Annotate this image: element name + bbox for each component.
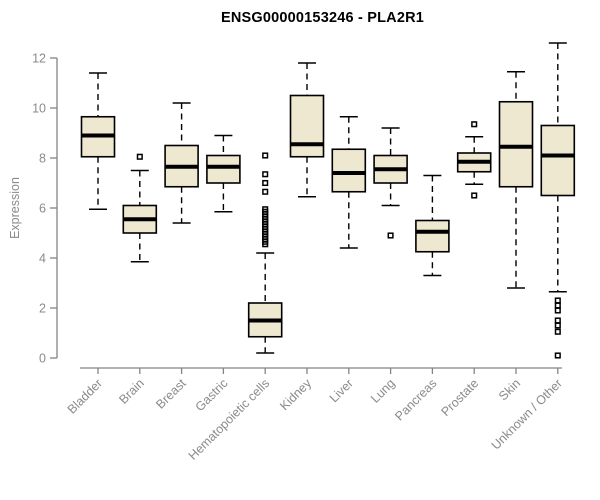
y-tick-label: 0 <box>39 352 46 366</box>
x-category-label: Unknown / Other <box>489 376 565 452</box>
outlier-point <box>554 328 561 335</box>
iqr-box <box>331 148 367 193</box>
outlier-point <box>262 152 269 159</box>
iqr-box <box>415 219 450 253</box>
outlier-point <box>554 307 561 314</box>
outlier-point <box>262 171 269 178</box>
y-tick-label: 8 <box>39 152 46 166</box>
median-line <box>374 167 408 172</box>
outlier-point <box>387 232 394 239</box>
x-category-label: Breast <box>153 376 189 412</box>
y-tick-label: 4 <box>39 252 46 266</box>
iqr-box <box>289 94 325 158</box>
y-tick-label: 2 <box>39 302 46 316</box>
x-category-label: Skin <box>496 376 523 403</box>
x-category-label: Gastric <box>193 376 231 414</box>
iqr-box <box>540 124 576 197</box>
median-line <box>415 229 449 234</box>
iqr-box <box>206 154 241 184</box>
outlier-point <box>262 179 269 187</box>
y-tick-label: 10 <box>32 102 46 116</box>
outlier-point <box>262 188 269 195</box>
y-tick-label: 12 <box>32 52 46 66</box>
outlier-point <box>554 317 561 324</box>
median-line <box>499 144 533 149</box>
outlier-point <box>262 241 269 248</box>
x-category-label: Prostate <box>438 376 481 419</box>
outlier-point <box>554 297 561 304</box>
median-line <box>248 318 282 323</box>
outlier-point <box>554 322 561 329</box>
x-category-label: Kidney <box>277 376 314 413</box>
outlier-point <box>471 192 478 199</box>
median-line <box>457 159 491 164</box>
median-line <box>81 133 115 138</box>
x-category-label: Lung <box>368 376 398 406</box>
median-line <box>206 164 240 169</box>
x-category-label: Bladder <box>65 376 105 416</box>
x-category-label: Liver <box>327 376 356 405</box>
iqr-box <box>498 100 534 188</box>
median-line <box>165 164 199 169</box>
outlier-point <box>471 121 478 128</box>
x-category-label: Pancreas <box>392 376 439 423</box>
median-line <box>541 153 575 158</box>
outlier-point <box>136 153 143 160</box>
median-line <box>123 217 157 222</box>
x-category-label: Hematopoietic cells <box>186 376 273 463</box>
y-tick-label: 6 <box>39 202 46 216</box>
outlier-point <box>554 302 561 309</box>
median-line <box>290 142 324 147</box>
x-category-label: Brain <box>116 376 147 407</box>
median-line <box>332 171 366 175</box>
outlier-point <box>554 352 561 359</box>
chart-title: ENSG00000153246 - PLA2R1 <box>220 10 425 26</box>
